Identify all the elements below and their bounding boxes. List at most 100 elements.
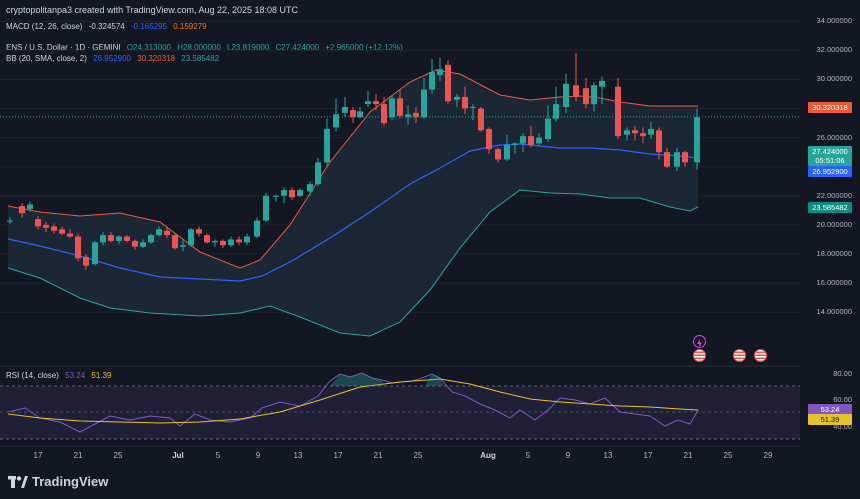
candle-up [405,114,411,118]
candle-up [389,98,395,118]
price-axis-label: 20.000000 [816,219,852,229]
candle-up [545,118,551,140]
macd-value-3: 0.159279 [173,22,207,31]
us-flag-icon[interactable] [693,349,706,362]
candle-down [350,109,356,118]
lower-band-line [7,189,699,337]
candle-down [528,136,534,145]
candle-up [188,229,194,246]
candle-down [615,86,621,137]
candle-up [180,245,186,247]
candle-down [495,149,501,160]
upper-band-tag: 30.320318 [808,102,852,113]
rsi-band-fill [0,386,800,439]
candle-down [583,88,589,105]
candle-up [333,114,339,128]
rsi-legend[interactable]: RSI (14, close) 53.24 51.39 [6,371,115,380]
candle-down [289,189,295,198]
candle-up [512,143,518,145]
price-axis-label: 34.000000 [816,16,852,26]
rsi-overbought-fill [425,374,444,386]
candle-up [624,130,630,135]
candle-up [365,101,371,105]
date-axis-label: 25 [723,451,733,460]
date-axis-label: 25 [113,451,123,460]
candle-down [236,239,242,243]
candle-up [281,189,287,196]
rsi-axis-80: 80.00 [833,369,852,378]
last-price-tag: 27.424000 [808,146,852,157]
candle-down [373,101,379,105]
candle-up [273,195,279,197]
candle-down [664,152,670,167]
date-axis-label: 21 [683,451,693,460]
macd-value-2: -0.165295 [130,22,167,31]
candle-up [342,107,348,113]
price-chart[interactable] [0,0,800,450]
candle-up [599,80,605,87]
candle-down [35,219,41,227]
candle-down [397,98,403,116]
date-axis-label: 17 [333,451,343,460]
candle-down [172,235,178,249]
date-axis-label: 21 [73,451,83,460]
candle-down [573,85,579,97]
candle-down [204,235,210,243]
ohlc-high: H28.000000 [177,43,221,52]
rsi-ma-value: 51.39 [91,371,112,380]
price-axis-label: 26.000000 [816,132,852,142]
us-flag-icon[interactable] [754,349,767,362]
candle-up [504,144,510,160]
rsi-overbought-fill [330,373,384,386]
symbol-legend[interactable]: ENS / U.S. Dollar · 1D · GEMINI O24.3130… [6,43,407,52]
candle-down [19,205,25,214]
ohlc-open: O24.313000 [126,43,171,52]
date-axis-label: 13 [603,451,613,460]
date-axis-label: 5 [215,451,221,460]
macd-label: MACD (12, 26, close) [6,22,83,31]
date-axis-label: 25 [413,451,423,460]
date-axis-label: Aug [480,451,496,460]
us-flag-icon[interactable] [733,349,746,362]
bb-legend[interactable]: BB (20, SMA, close, 2) 26.952900 30.3203… [6,54,223,63]
candle-down [164,230,170,236]
candle-down [67,233,73,237]
rsi-value: 53.24 [65,371,86,380]
rsi-axis-60: 60.00 [833,395,852,404]
candle-up [674,152,680,167]
date-axis-label: 5 [525,451,531,460]
candle-down [682,152,688,163]
rsi-ma-tag: 51.39 [808,414,852,425]
candle-down [656,130,662,153]
rsi-axis-40: 40.00 [833,422,852,431]
candle-down [196,229,202,234]
candle-up [520,136,526,144]
candle-up [92,242,98,265]
macd-legend[interactable]: MACD (12, 26, close) -0.324574 -0.165295… [6,22,211,31]
candle-up [536,137,542,144]
ohlc-change: +2.965000 (+12.12%) [325,43,403,52]
candle-up [591,85,597,105]
upper-band-line [7,69,698,269]
candle-down [445,64,451,102]
candle-down [462,96,468,109]
candle-down [132,240,138,247]
symbol-title: ENS / U.S. Dollar · 1D · GEMINI [6,43,121,52]
candle-up [429,72,435,90]
candle-up [156,229,162,236]
chart-credit: cryptopolitanpa3 created with TradingVie… [6,5,299,15]
candle-up [244,236,250,243]
candle-up [437,69,443,76]
candle-up [254,220,260,237]
bb-basis-value: 26.952900 [93,54,131,63]
candle-up [228,239,234,246]
price-axis-label: 18.000000 [816,249,852,258]
candle-down [632,130,638,134]
candle-up [27,204,33,209]
tradingview-logo[interactable]: TradingView [8,474,108,489]
basis-tag: 26.952900 [808,166,852,177]
date-axis-label: 9 [565,451,571,460]
lightning-icon[interactable] [693,335,706,348]
macd-value-1: -0.324574 [88,22,125,31]
date-axis-label: 21 [373,451,383,460]
